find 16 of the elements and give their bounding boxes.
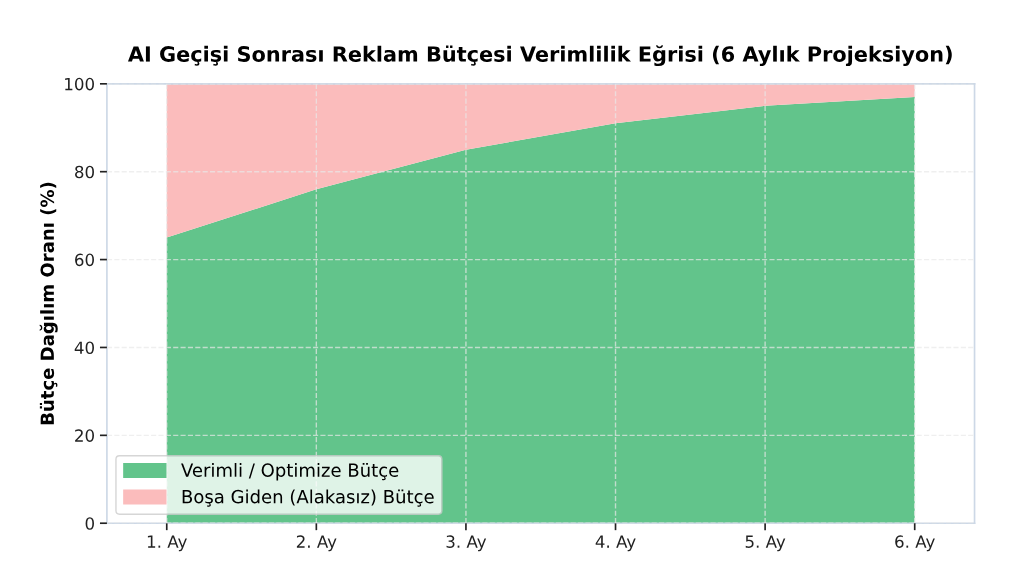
x-tick-label: 2. Ay bbox=[296, 535, 337, 552]
x-tick-label: 3. Ay bbox=[446, 535, 487, 552]
y-tick-label: 40 bbox=[74, 341, 94, 355]
x-tick-label: 1. Ay bbox=[147, 535, 187, 552]
y-axis-title: Bütçe Dağılım Oranı (%) bbox=[39, 182, 58, 425]
x-tick-label: 5. Ay bbox=[745, 535, 786, 552]
chart-title: AI Geçişi Sonrası Reklam Bütçesi Verimlilik Eğrisi (6 Aylık Projeksiyon) bbox=[127, 45, 952, 67]
y-tick-label: 20 bbox=[75, 429, 94, 442]
y-tick-label: 80 bbox=[75, 165, 94, 179]
x-tick-label: 4. Ay bbox=[595, 535, 636, 552]
legend-label: Verimli / Optimize Bütçe bbox=[181, 462, 399, 481]
y-tick-label: 100 bbox=[65, 77, 94, 91]
y-tick-label: 0 bbox=[85, 517, 94, 530]
legend-label: Boşa Giden (Alakasız) Bütçe bbox=[182, 489, 434, 507]
x-tick-label: 6. Ay bbox=[895, 535, 935, 552]
y-tick-label: 60 bbox=[75, 253, 94, 267]
